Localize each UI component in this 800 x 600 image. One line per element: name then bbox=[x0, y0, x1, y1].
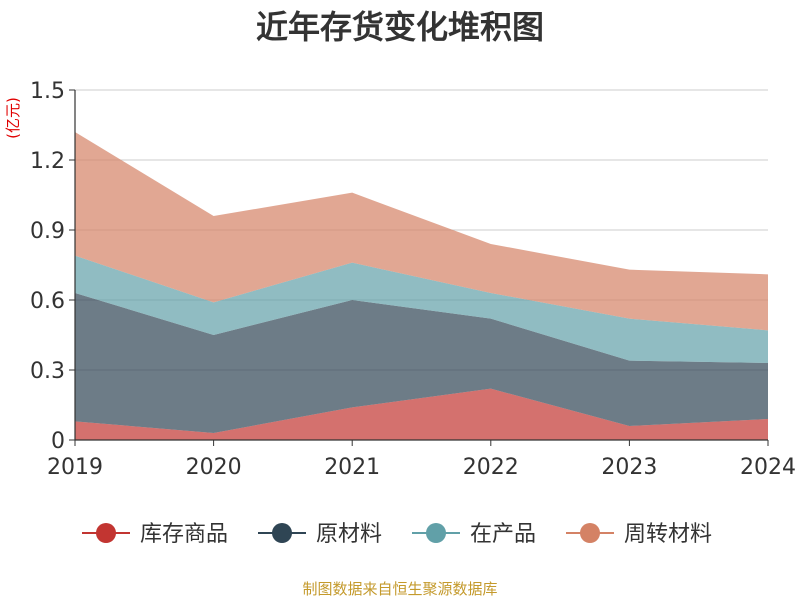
legend-label: 原材料 bbox=[316, 522, 382, 547]
x-tick-label: 2024 bbox=[740, 455, 796, 480]
y-tick-label: 0.6 bbox=[30, 289, 65, 314]
x-tick-label: 2020 bbox=[186, 455, 242, 480]
x-tick-label: 2022 bbox=[463, 455, 519, 480]
area-series-1 bbox=[75, 388, 768, 440]
y-tick-label: 1.5 bbox=[30, 79, 65, 104]
chart-title: 近年存货变化堆积图 bbox=[256, 8, 544, 46]
legend-marker bbox=[580, 523, 600, 543]
legend-marker bbox=[426, 523, 446, 543]
area-series-3 bbox=[75, 255, 768, 363]
legend-marker bbox=[272, 523, 292, 543]
source-note: 制图数据来自恒生聚源数据库 bbox=[302, 580, 497, 598]
y-axis-unit: (亿元) bbox=[4, 97, 22, 139]
legend-marker bbox=[96, 523, 116, 543]
legend: 库存商品 原材料 在产品 周转材料 bbox=[82, 522, 712, 547]
x-tick-label: 2021 bbox=[324, 455, 380, 480]
x-tick-label: 2023 bbox=[601, 455, 657, 480]
y-tick-label: 0.9 bbox=[30, 219, 65, 244]
legend-label: 库存商品 bbox=[140, 522, 228, 547]
legend-label: 在产品 bbox=[470, 522, 536, 547]
legend-label: 周转材料 bbox=[624, 522, 712, 547]
y-tick-label: 0 bbox=[51, 429, 65, 454]
y-tick-label: 1.2 bbox=[30, 149, 65, 174]
y-tick-label: 0.3 bbox=[30, 359, 65, 384]
area-series-4 bbox=[75, 132, 768, 331]
x-tick-label: 2019 bbox=[47, 455, 103, 480]
area-series bbox=[75, 132, 768, 440]
axes: 0 0.3 0.6 0.9 1.2 1.5 2019 2020 2021 2022 2023 2024 bbox=[30, 79, 796, 480]
area-series-2 bbox=[75, 293, 768, 433]
